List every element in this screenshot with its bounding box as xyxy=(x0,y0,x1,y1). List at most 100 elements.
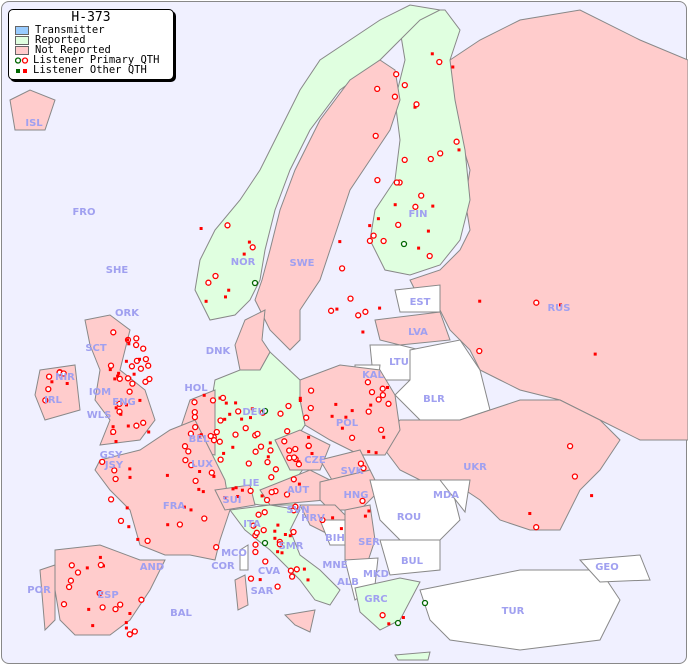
other-qth-marker xyxy=(128,467,132,471)
country-label-sui: SUI xyxy=(222,495,241,506)
country-ser[interactable] xyxy=(344,504,376,571)
primary-qth-marker xyxy=(372,132,379,140)
legend-label: Transmitter xyxy=(35,24,105,36)
primary-qth-marker xyxy=(476,347,483,355)
primary-qth-marker xyxy=(185,448,192,455)
country-fin[interactable] xyxy=(369,9,471,276)
primary-qth-marker xyxy=(110,329,117,336)
country-label-aut: AUT xyxy=(287,485,310,496)
other-qth-marker xyxy=(198,470,202,473)
country-sui[interactable] xyxy=(214,484,256,511)
country-label-hng: HNG xyxy=(344,490,369,501)
other-qth-marker xyxy=(242,252,246,256)
other-qth-marker xyxy=(276,523,280,527)
primary-qth-marker xyxy=(288,573,296,580)
other-qth-marker xyxy=(430,52,434,56)
country-sicily[interactable] xyxy=(283,609,316,633)
country-label-rus: RUS xyxy=(547,303,570,314)
primary-qth-marker xyxy=(290,476,297,483)
country-label-mkd: MKD xyxy=(363,569,389,580)
country-label-svn: SVN xyxy=(286,505,309,516)
listener-markers xyxy=(42,52,597,638)
primary-qth-marker xyxy=(224,222,231,229)
primary-qth-marker xyxy=(436,58,443,66)
country-irl[interactable] xyxy=(34,364,81,421)
primary-qth-marker xyxy=(60,370,67,377)
primary-qth-marker xyxy=(181,443,189,450)
country-label-she: SHE xyxy=(106,265,129,276)
primary-qth-marker xyxy=(191,413,199,421)
primary-qth-marker xyxy=(264,458,271,466)
primary-qth-marker-reported xyxy=(394,619,402,627)
other-qth-marker xyxy=(376,217,380,221)
other-qth-marker xyxy=(85,566,89,570)
primary-qth-marker xyxy=(96,589,103,597)
primary-qth-marker xyxy=(129,380,136,387)
country-label-mco: MCO xyxy=(221,548,247,559)
country-mda[interactable] xyxy=(438,479,471,514)
country-geo[interactable] xyxy=(578,554,651,583)
country-ukr[interactable] xyxy=(384,399,621,531)
other-qth-marker xyxy=(431,204,435,208)
country-rou[interactable] xyxy=(369,479,461,541)
country-esp[interactable] xyxy=(54,544,166,636)
other-qth-marker xyxy=(273,536,277,540)
other-qth-marker xyxy=(247,240,251,244)
country-bul[interactable] xyxy=(379,539,441,576)
primary-qth-marker xyxy=(379,612,386,619)
primary-qth-marker xyxy=(142,355,150,363)
primary-qth-marker xyxy=(571,473,579,480)
country-label-cor: COR xyxy=(211,561,235,572)
primary-qth-marker xyxy=(292,503,299,510)
primary-qth-marker xyxy=(111,467,118,474)
other-qth-marker xyxy=(283,533,287,536)
primary-qth-marker xyxy=(401,156,408,164)
other-qth-marker xyxy=(451,65,455,69)
country-isl[interactable] xyxy=(9,89,56,131)
country-cor[interactable] xyxy=(239,544,249,571)
other-qth-marker xyxy=(126,424,130,428)
other-qth-marker xyxy=(298,399,302,402)
other-qth-marker xyxy=(266,455,270,459)
country-label-nor: NOR xyxy=(231,257,256,268)
primary-qth-marker xyxy=(110,428,117,436)
country-label-ser: SER xyxy=(358,537,380,548)
country-dnk[interactable] xyxy=(234,309,271,371)
primary-qth-marker xyxy=(262,558,269,565)
primary-qth-marker xyxy=(137,365,145,372)
country-label-grc: GRC xyxy=(364,594,387,605)
country-lva[interactable] xyxy=(374,311,451,346)
other-qth-marker xyxy=(138,357,141,361)
country-crete[interactable] xyxy=(394,651,431,661)
country-nor[interactable] xyxy=(194,4,442,321)
country-por[interactable] xyxy=(39,564,56,632)
primary-qth-marker xyxy=(283,491,291,498)
primary-qth-marker xyxy=(268,488,275,496)
other-qth-marker xyxy=(382,435,386,439)
primary-qth-marker xyxy=(212,272,219,280)
other-qth-marker xyxy=(111,425,115,429)
primary-qth-marker xyxy=(385,400,392,407)
primary-qth-marker xyxy=(144,537,151,545)
other-qth-marker xyxy=(302,567,306,571)
country-sar[interactable] xyxy=(234,574,249,611)
primary-qth-marker xyxy=(418,192,425,199)
legend-reported: Reported xyxy=(9,35,173,45)
primary-qth-marker xyxy=(42,397,49,404)
primary-qth-marker xyxy=(192,423,199,431)
primary-qth-marker xyxy=(247,487,254,495)
country-label-ukr: UKR xyxy=(463,462,487,473)
country-label-smr: SMR xyxy=(279,541,304,552)
country-label-iom: IOM xyxy=(89,387,111,398)
square-marker-icon xyxy=(15,67,29,74)
other-qth-marker xyxy=(125,403,128,407)
primary-qth-marker xyxy=(117,517,125,525)
country-tur[interactable] xyxy=(419,569,621,651)
country-grc[interactable] xyxy=(354,577,421,631)
country-swe[interactable] xyxy=(254,59,401,351)
primary-qth-marker xyxy=(217,456,224,463)
primary-qth-marker-reported xyxy=(251,279,259,287)
country-label-lie: LIE xyxy=(243,478,260,489)
country-label-fra: FRA xyxy=(163,501,186,512)
